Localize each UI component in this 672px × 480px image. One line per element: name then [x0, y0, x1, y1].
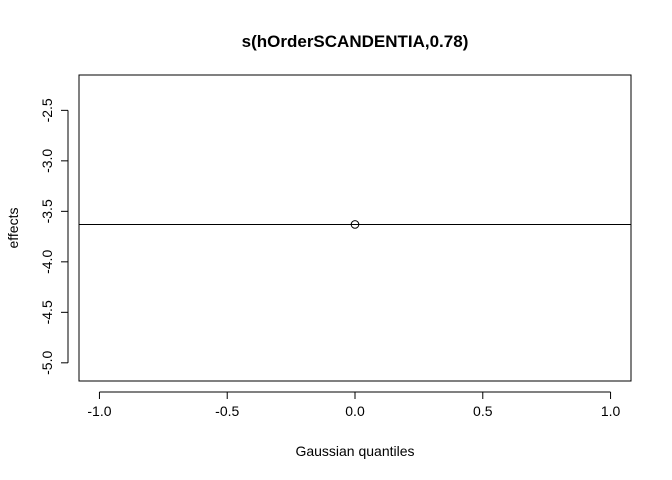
- x-tick-label: -1.0: [87, 403, 111, 419]
- y-tick-label: -4.0: [39, 250, 55, 274]
- y-tick-label: -4.5: [39, 300, 55, 324]
- plot-frame: [78, 74, 632, 382]
- y-axis-label: effects: [5, 208, 21, 249]
- x-tick-label: -0.5: [215, 403, 239, 419]
- x-tick-label: 0.0: [345, 403, 365, 419]
- y-tick-label: -3.5: [39, 199, 55, 223]
- plot-marks: [79, 220, 631, 229]
- y-tick-label: -3.0: [39, 149, 55, 173]
- x-tick-label: 1.0: [601, 403, 621, 419]
- data-point: [350, 220, 360, 229]
- x-tick-label: 0.5: [473, 403, 493, 419]
- y-tick-label: -2.5: [39, 98, 55, 122]
- y-axis: -5.0 -4.5 -4.0 -3.5 -3.0 -2.5: [39, 98, 69, 375]
- x-axis-label: Gaussian quantiles: [295, 443, 414, 459]
- y-tick-label: -5.0: [39, 351, 55, 375]
- x-axis: -1.0 -0.5 0.0 0.5 1.0: [87, 391, 621, 419]
- chart-title: s(hOrderSCANDENTIA,0.78): [242, 32, 469, 51]
